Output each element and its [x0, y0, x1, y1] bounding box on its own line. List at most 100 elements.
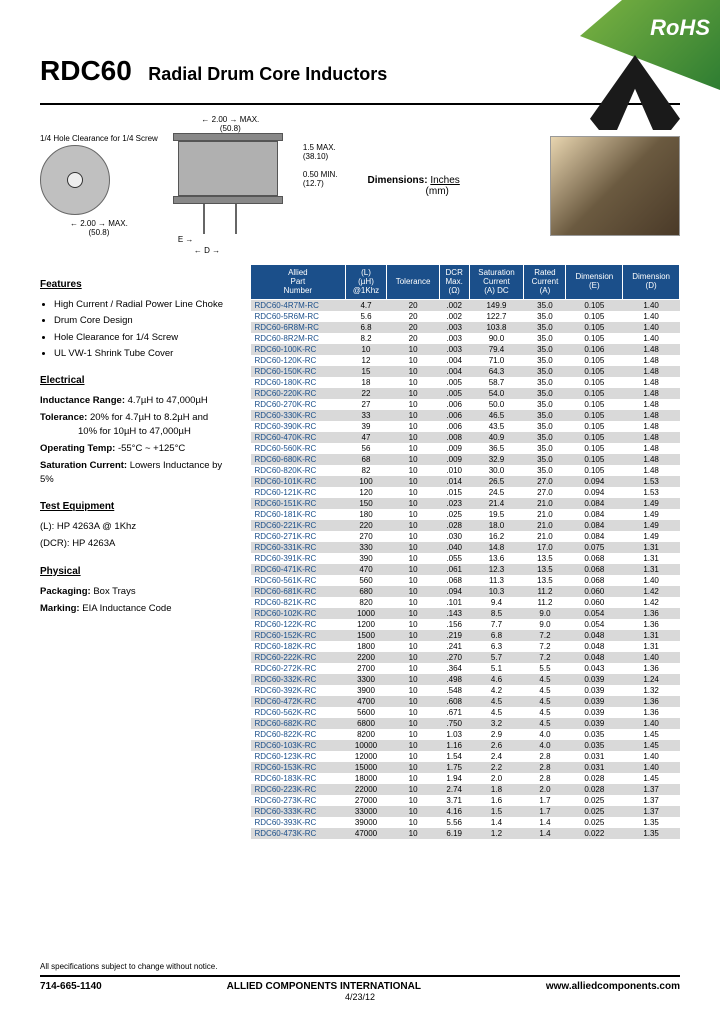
table-cell: RDC60-8R2M-RC: [251, 333, 346, 344]
table-cell: 0.105: [566, 421, 623, 432]
table-cell: .143: [439, 608, 469, 619]
table-cell: 5.56: [439, 817, 469, 828]
table-cell: RDC60-393K-RC: [251, 817, 346, 828]
table-row: RDC60-270K-RC2710.00650.035.00.1051.48: [251, 399, 680, 410]
table-cell: 1.49: [623, 498, 680, 509]
table-cell: RDC60-182K-RC: [251, 641, 346, 652]
table-cell: 10: [387, 564, 440, 575]
table-cell: RDC60-6R8M-RC: [251, 322, 346, 333]
table-cell: 27: [345, 399, 387, 410]
table-cell: 10.3: [469, 586, 524, 597]
table-cell: 47: [345, 432, 387, 443]
table-cell: 0.105: [566, 333, 623, 344]
table-cell: 0.094: [566, 476, 623, 487]
table-row: RDC60-120K-RC1210.00471.035.00.1051.48: [251, 355, 680, 366]
footer-url: www.alliedcomponents.com: [546, 981, 680, 992]
table-cell: 4.6: [469, 674, 524, 685]
table-cell: 149.9: [469, 300, 524, 312]
table-cell: 1.24: [623, 674, 680, 685]
dim-2-arrow: ← 2.00 → MAX. (50.8): [40, 219, 158, 237]
table-cell: 1.32: [623, 685, 680, 696]
table-cell: 14.8: [469, 542, 524, 553]
table-cell: RDC60-821K-RC: [251, 597, 346, 608]
table-row: RDC60-681K-RC68010.09410.311.20.0601.42: [251, 586, 680, 597]
table-cell: 10: [387, 399, 440, 410]
marking-value: EIA Inductance Code: [82, 603, 171, 614]
table-header-cell: (L)(µH)@1Khz: [345, 265, 387, 300]
clearance-note: 1/4 Hole Clearance for 1/4 Screw: [40, 134, 158, 143]
table-row: RDC60-473K-RC47000106.191.21.40.0221.35: [251, 828, 680, 839]
table-cell: .004: [439, 366, 469, 377]
table-cell: 0.039: [566, 718, 623, 729]
test-dcr: (DCR): HP 4263A: [40, 537, 235, 550]
table-cell: 4.16: [439, 806, 469, 817]
table-cell: 10: [387, 729, 440, 740]
table-cell: RDC60-123K-RC: [251, 751, 346, 762]
table-cell: 21.0: [524, 520, 566, 531]
table-cell: 10: [387, 355, 440, 366]
table-cell: 15: [345, 366, 387, 377]
table-cell: 10: [387, 630, 440, 641]
table-cell: 10: [387, 828, 440, 839]
table-cell: .015: [439, 487, 469, 498]
table-cell: RDC60-221K-RC: [251, 520, 346, 531]
table-cell: 1.31: [623, 564, 680, 575]
test-heading: Test Equipment: [40, 500, 235, 514]
table-cell: RDC60-4R7M-RC: [251, 300, 346, 312]
table-cell: 1.48: [623, 399, 680, 410]
footer-rule: [40, 975, 680, 977]
features-heading: Features: [40, 278, 235, 292]
table-cell: RDC60-100K-RC: [251, 344, 346, 355]
table-cell: 1.7: [524, 806, 566, 817]
product-code: RDC60: [40, 55, 132, 86]
table-cell: 1.36: [623, 608, 680, 619]
table-cell: 82: [345, 465, 387, 476]
table-cell: RDC60-150K-RC: [251, 366, 346, 377]
table-cell: 1.42: [623, 586, 680, 597]
table-cell: .094: [439, 586, 469, 597]
table-cell: 1.48: [623, 410, 680, 421]
saturation-label: Saturation Current:: [40, 460, 127, 471]
table-cell: 1.4: [524, 817, 566, 828]
table-cell: 2.9: [469, 729, 524, 740]
table-cell: 10: [387, 619, 440, 630]
table-cell: 1.36: [623, 619, 680, 630]
table-header-cell: SaturationCurrent(A) DC: [469, 265, 524, 300]
table-cell: 4700: [345, 696, 387, 707]
table-body: RDC60-4R7M-RC4.720.002149.935.00.1051.40…: [251, 300, 680, 840]
table-cell: 40.9: [469, 432, 524, 443]
table-cell: RDC60-270K-RC: [251, 399, 346, 410]
table-cell: 1.53: [623, 487, 680, 498]
table-cell: 0.039: [566, 707, 623, 718]
table-cell: 330: [345, 542, 387, 553]
table-cell: 0.054: [566, 608, 623, 619]
table-cell: 1.31: [623, 641, 680, 652]
table-cell: RDC60-390K-RC: [251, 421, 346, 432]
table-cell: 35.0: [524, 322, 566, 333]
table-cell: 5.5: [524, 663, 566, 674]
table-cell: 27000: [345, 795, 387, 806]
table-cell: 10: [345, 344, 387, 355]
table-cell: 22: [345, 388, 387, 399]
table-cell: 1.48: [623, 377, 680, 388]
table-cell: 1.48: [623, 432, 680, 443]
table-cell: 15000: [345, 762, 387, 773]
table-cell: 0.028: [566, 784, 623, 795]
feature-item: UL VW-1 Shrink Tube Cover: [54, 347, 235, 360]
table-header-cell: AlliedPartNumber: [251, 265, 346, 300]
table-cell: 4.0: [524, 740, 566, 751]
table-cell: RDC60-220K-RC: [251, 388, 346, 399]
product-photo: [550, 136, 680, 236]
table-cell: 10: [387, 597, 440, 608]
table-cell: .023: [439, 498, 469, 509]
table-cell: 2.0: [524, 784, 566, 795]
table-cell: 820: [345, 597, 387, 608]
table-cell: 1.48: [623, 443, 680, 454]
table-cell: 10: [387, 674, 440, 685]
table-cell: 39000: [345, 817, 387, 828]
table-cell: 0.048: [566, 652, 623, 663]
table-row: RDC60-151K-RC15010.02321.421.00.0841.49: [251, 498, 680, 509]
table-cell: 11.3: [469, 575, 524, 586]
table-cell: 10: [387, 509, 440, 520]
table-row: RDC60-182K-RC180010.2416.37.20.0481.31: [251, 641, 680, 652]
